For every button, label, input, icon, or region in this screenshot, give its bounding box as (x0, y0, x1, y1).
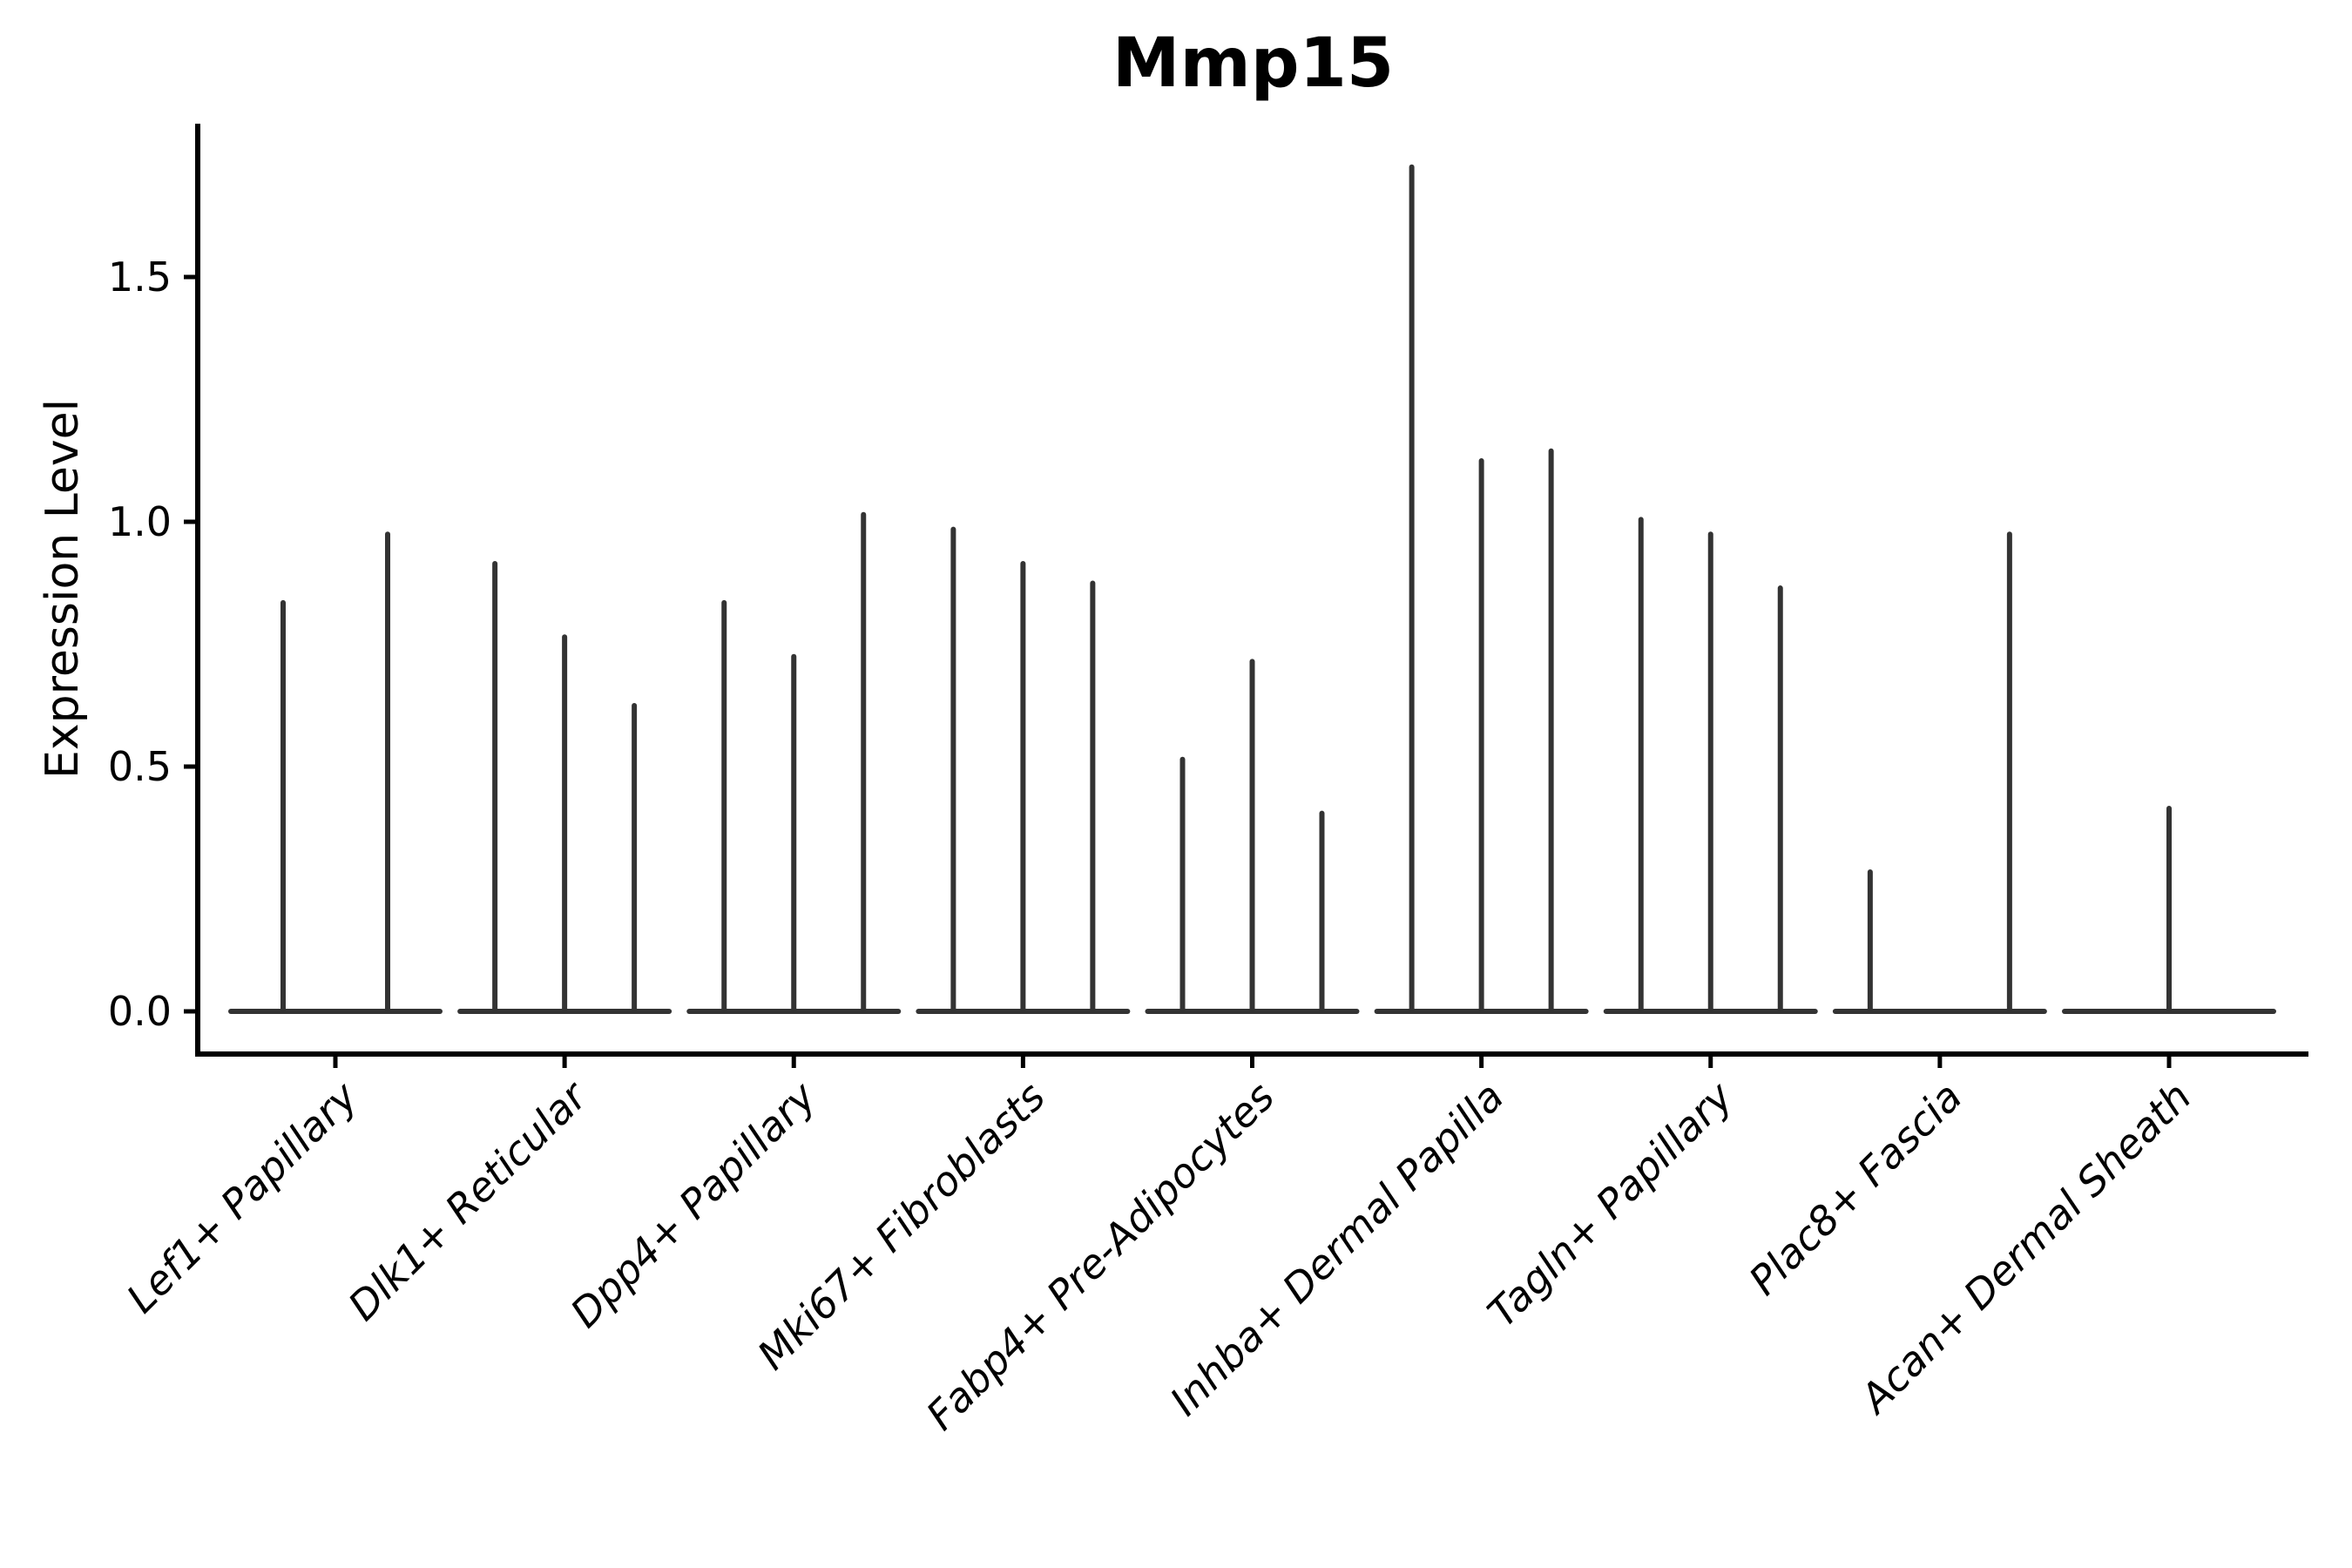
x-tick-label: Lef1+ Papillary (118, 1072, 367, 1321)
x-tick-label: Plac8+ Fascia (1740, 1073, 1970, 1304)
x-tick-label: Tagln+ Papillary (1478, 1072, 1742, 1336)
violin-group: Inhba+ Dermal Papilla (1161, 164, 1589, 1424)
violin-group: Plac8+ Fascia (1740, 531, 2047, 1304)
y-tick-label: 1.5 (108, 253, 172, 301)
x-tick-label: Dlk1+ Reticular (339, 1071, 598, 1329)
chart-title: Mmp15 (1112, 24, 1395, 103)
violin-group: Lef1+ Papillary (118, 531, 443, 1322)
violin-group: Tagln+ Papillary (1478, 517, 1818, 1336)
y-tick-label: 1.0 (108, 498, 172, 545)
y-tick-label: 0.5 (108, 743, 172, 790)
violin-group: Dpp4+ Papillary (561, 511, 902, 1336)
y-axis-title: Expression Level (37, 398, 89, 780)
x-tick-label: Dpp4+ Papillary (561, 1072, 825, 1336)
y-tick-label: 0.0 (108, 988, 172, 1035)
